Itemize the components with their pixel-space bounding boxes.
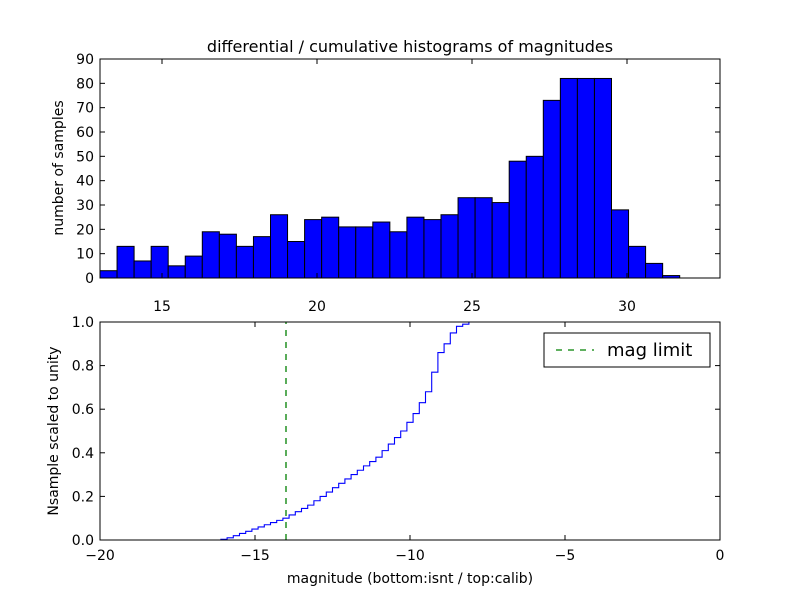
x-tick-label: 15 — [153, 299, 171, 315]
histogram-bar — [321, 216, 340, 279]
histogram-bar — [116, 245, 135, 279]
histogram-bar — [389, 231, 408, 279]
legend-label: mag limit — [607, 340, 692, 361]
histogram-bar — [611, 209, 630, 279]
histogram-bar — [270, 214, 289, 279]
y-tick-label: 30 — [76, 198, 94, 214]
histogram-bar — [304, 219, 323, 279]
y-tick-label: 0.8 — [72, 359, 94, 375]
histogram-bar — [372, 221, 391, 279]
histogram-bar — [201, 231, 220, 279]
top-x-ticks: 15 20 25 30 — [153, 59, 636, 315]
histogram-bar — [645, 262, 664, 279]
histogram-bar — [355, 226, 374, 279]
histogram-bar — [474, 197, 493, 279]
y-tick-label: 0 — [85, 271, 94, 287]
bottom-y-axis-label: Nsample scaled to unity — [46, 346, 62, 515]
x-tick-label: 25 — [463, 299, 481, 315]
histogram-bar — [150, 245, 169, 279]
top-histogram: differential / cumulative histograms of … — [51, 37, 721, 315]
x-tick-label: 20 — [308, 299, 326, 315]
x-tick-label: −5 — [555, 548, 576, 564]
histogram-bar — [542, 99, 561, 279]
histogram-bar — [628, 245, 647, 279]
x-tick-label: 0 — [716, 548, 725, 564]
top-plot-area — [99, 77, 681, 279]
histogram-bar — [287, 241, 306, 279]
top-axes-frame — [99, 58, 721, 279]
histogram-bar — [508, 160, 527, 279]
histogram-bar — [423, 219, 442, 279]
histogram-bar — [184, 255, 203, 279]
y-tick-label: 0.0 — [72, 533, 94, 549]
y-tick-label: 40 — [76, 174, 94, 190]
bottom-x-ticks: −20 −15 −10 −5 0 — [85, 322, 724, 564]
histogram-bar — [440, 214, 459, 279]
y-tick-label: 0.6 — [72, 402, 94, 418]
x-tick-label: 30 — [618, 299, 636, 315]
histogram-bar — [576, 77, 595, 279]
histogram-bar — [218, 233, 237, 279]
y-tick-label: 50 — [76, 149, 94, 165]
histogram-bar — [133, 260, 152, 279]
histogram-bar — [525, 155, 544, 279]
y-tick-label: 1.0 — [72, 315, 94, 331]
y-tick-label: 90 — [76, 52, 94, 68]
bottom-plot-area — [100, 321, 476, 541]
histogram-bar — [167, 265, 186, 279]
bottom-y-ticks: 0.0 0.2 0.4 0.6 0.8 1.0 — [72, 315, 720, 549]
bottom-axes-frame — [99, 321, 721, 541]
y-tick-label: 80 — [76, 76, 94, 92]
bottom-cumulative: Nsample scaled to unity magnitude (botto… — [46, 315, 724, 587]
top-y-axis-label: number of samples — [51, 100, 67, 235]
histogram-bar — [99, 270, 118, 279]
top-y-ticks: 0 10 20 30 40 50 60 70 80 90 — [76, 52, 720, 287]
histogram-bar — [593, 77, 613, 279]
histogram-bar — [491, 202, 510, 279]
chart-title: differential / cumulative histograms of … — [207, 37, 613, 56]
cumulative-line — [100, 321, 476, 541]
histogram-bar — [457, 197, 476, 279]
histogram-bar — [338, 226, 357, 279]
histogram-bar — [406, 216, 425, 279]
histogram-bar — [252, 236, 271, 279]
y-tick-label: 70 — [76, 101, 94, 117]
x-tick-label: −20 — [85, 548, 115, 564]
histogram-bar — [559, 77, 578, 279]
x-tick-label: −10 — [395, 548, 425, 564]
y-tick-label: 0.4 — [72, 446, 94, 462]
y-tick-label: 10 — [76, 247, 94, 263]
x-tick-label: −15 — [240, 548, 270, 564]
y-tick-label: 60 — [76, 125, 94, 141]
legend: mag limit — [543, 332, 711, 368]
bottom-x-axis-label: magnitude (bottom:isnt / top:calib) — [287, 571, 533, 587]
y-tick-label: 0.2 — [72, 489, 94, 505]
histogram-bar — [235, 245, 254, 279]
y-tick-label: 20 — [76, 222, 94, 238]
